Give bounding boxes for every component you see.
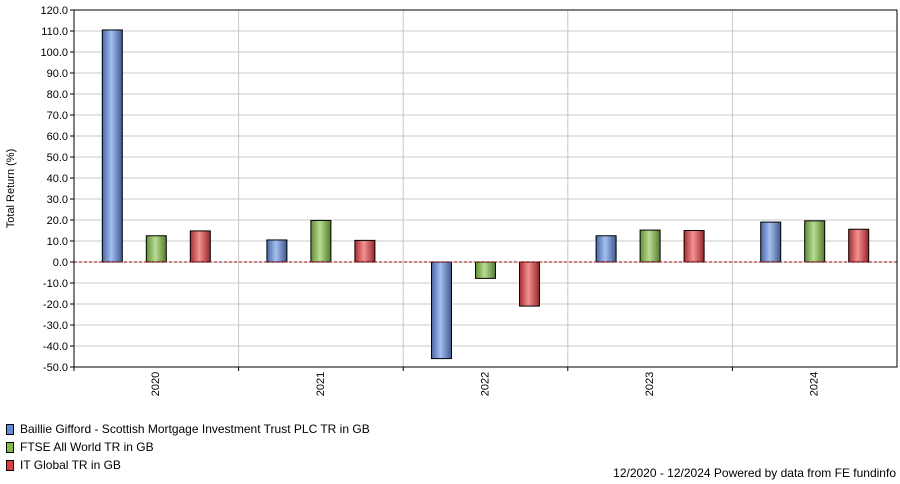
bar-2022-series-2 — [475, 261, 496, 279]
y-tick-label: -20.0 — [43, 299, 68, 311]
y-tick-label: -40.0 — [43, 341, 68, 353]
bar-2021-series-2 — [310, 219, 332, 263]
bar-2020-series-2 — [145, 235, 167, 263]
x-axis-ticks: 2020 2021 2022 2023 2024 — [73, 367, 821, 396]
legend-item-series-3: IT Global TR in GB — [6, 456, 370, 474]
bar-2021-series-3 — [354, 239, 376, 263]
bar-2022-series-1 — [431, 261, 452, 360]
legend-swatch-series-1 — [6, 423, 14, 435]
y-tick-label: 100.0 — [40, 47, 68, 59]
bar-2020-series-3 — [189, 230, 211, 263]
bar-2024-series-1 — [760, 221, 782, 263]
bar-2024-series-3 — [848, 228, 870, 263]
x-tick-label: 2023 — [644, 372, 656, 396]
bar-2024-series-2 — [804, 220, 826, 263]
legend-label-series-1: Baillie Gifford - Scottish Mortgage Inve… — [20, 422, 370, 436]
y-tick-label: 20.0 — [47, 215, 68, 227]
x-tick-label: 2024 — [809, 372, 821, 396]
legend-item-series-2: FTSE All World TR in GB — [6, 438, 370, 456]
bar-2023-series-2 — [639, 229, 661, 263]
y-tick-label: -10.0 — [43, 278, 68, 290]
y-tick-label: 80.0 — [47, 89, 68, 101]
y-tick-label: 50.0 — [47, 152, 68, 164]
y-axis-ticks: -50.0 -40.0 -30.0 -20.0 -10.0 0.0 10.0 20.0 30.0… — [40, 5, 74, 374]
y-tick-label: 70.0 — [47, 110, 68, 122]
bars — [101, 29, 870, 360]
bar-chart: -50.0 -40.0 -30.0 -20.0 -10.0 0.0 10.0 20.0 30.0… — [5, 5, 898, 396]
bar-2021-series-1 — [266, 239, 288, 263]
y-tick-label: 120.0 — [40, 5, 68, 17]
y-tick-label: 90.0 — [47, 68, 68, 80]
y-tick-label: 60.0 — [47, 131, 68, 143]
grid-lines — [74, 9, 897, 368]
legend-swatch-series-2 — [6, 441, 14, 453]
x-tick-label: 2022 — [479, 372, 491, 396]
bar-2023-series-1 — [595, 235, 617, 263]
legend: Baillie Gifford - Scottish Mortgage Inve… — [6, 420, 370, 474]
y-tick-label: 10.0 — [47, 236, 68, 248]
y-tick-label: -30.0 — [43, 320, 68, 332]
y-tick-label: 40.0 — [47, 173, 68, 185]
y-tick-label: 30.0 — [47, 194, 68, 206]
y-tick-label: 110.0 — [41, 26, 68, 38]
y-tick-label: -50.0 — [43, 362, 68, 374]
legend-label-series-2: FTSE All World TR in GB — [20, 440, 154, 454]
y-axis-title: Total Return (%) — [5, 149, 17, 228]
x-tick-label: 2021 — [315, 372, 327, 396]
bar-2023-series-3 — [683, 230, 705, 263]
plot-area — [73, 9, 898, 368]
bar-2020-series-1 — [101, 29, 123, 263]
bar-2022-series-3 — [519, 261, 540, 307]
source-footer: 12/2020 - 12/2024 Powered by data from F… — [613, 466, 896, 480]
y-tick-label: 0.0 — [53, 257, 68, 269]
legend-swatch-series-3 — [6, 459, 14, 471]
legend-label-series-3: IT Global TR in GB — [20, 458, 121, 472]
x-tick-label: 2020 — [150, 372, 162, 396]
legend-item-series-1: Baillie Gifford - Scottish Mortgage Inve… — [6, 420, 370, 438]
